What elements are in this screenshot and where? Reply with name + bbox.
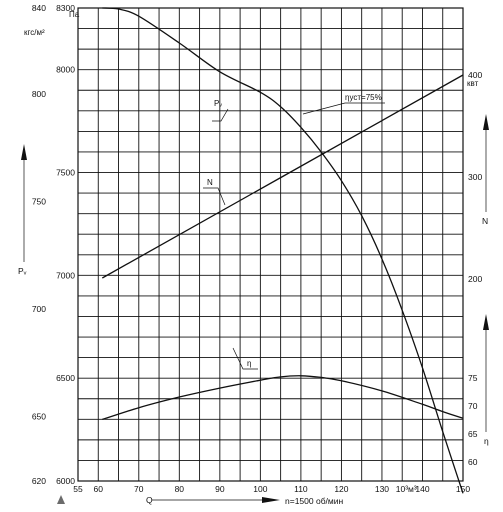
- x-tick-label: 120: [334, 484, 348, 494]
- pa-tick-label: 6000: [56, 476, 75, 486]
- kgf-tick-label: 750: [32, 197, 46, 207]
- eta-curve: [102, 375, 464, 421]
- x-tick-label: 10³м³: [396, 484, 417, 494]
- n-axis-label: N: [482, 216, 488, 226]
- x-tick-label: 60: [94, 484, 104, 494]
- x-tick-label: 80: [175, 484, 185, 494]
- pv-callout-leader: [212, 108, 229, 122]
- n-curve: [101, 74, 464, 279]
- kgf-unit-label: кгс/м²: [24, 28, 45, 37]
- speed-caption: n=1500 об/мин: [285, 496, 344, 506]
- axis-labels: Па кгс/м² квт Pᵥ N η Q n=1500 об/мин: [18, 10, 489, 506]
- n-axis-arrowhead: [483, 114, 489, 130]
- eta-opt-callout-leader: [302, 102, 385, 115]
- n-unit-label: квт: [467, 79, 479, 88]
- eta-callout: η: [247, 359, 251, 368]
- x-tick-label: 110: [294, 484, 308, 494]
- eta-axis-label: η: [484, 436, 489, 446]
- eta-axis-arrowhead: [483, 314, 489, 330]
- x-tick-label: 70: [134, 484, 144, 494]
- pa-tick-label: 7500: [56, 168, 75, 178]
- n-callout: N: [207, 178, 213, 187]
- x-tick-label: 150: [456, 484, 470, 494]
- kgf-tick-label: 700: [32, 304, 46, 314]
- pa-tick-label: 6500: [56, 373, 75, 383]
- triangle-icon: [57, 495, 65, 504]
- n-callout-leader: [203, 187, 226, 206]
- pv-curve: [102, 7, 464, 494]
- x-tick-label: 90: [215, 484, 225, 494]
- kgf-tick-label: 800: [32, 89, 46, 99]
- eta-callout-leader: [232, 347, 258, 370]
- n-tick-label: 200: [468, 274, 482, 284]
- pv-axis-arrowhead: [21, 144, 27, 160]
- q-axis-arrowhead: [262, 497, 280, 503]
- right-axis-eta-ticks: 75 70 65 60: [468, 373, 478, 467]
- n-tick-label: 300: [468, 172, 482, 182]
- pv-axis-label: Pᵥ: [18, 266, 27, 276]
- q-axis-label: Q: [146, 495, 153, 505]
- chart-grid: [77, 7, 464, 482]
- pa-tick-label: 7000: [56, 270, 75, 280]
- pa-unit-label: Па: [69, 10, 80, 19]
- pa-tick-label: 8300: [56, 3, 75, 13]
- x-tick-label: 140: [415, 484, 429, 494]
- x-tick-label: 55: [73, 484, 83, 494]
- eta-tick-label: 70: [468, 401, 478, 411]
- x-tick-label: 100: [253, 484, 267, 494]
- left-axis-kgf-ticks: 840 800 750 700 650 620: [32, 3, 46, 486]
- eta-tick-label: 65: [468, 429, 478, 439]
- eta-tick-label: 75: [468, 373, 478, 383]
- chart-curves: [101, 7, 464, 494]
- left-axis-pa-ticks: 8300 8000 7500 7000 6500 6000: [56, 3, 75, 486]
- eta-tick-label: 60: [468, 457, 478, 467]
- kgf-tick-label: 840: [32, 3, 46, 13]
- right-axis-n-ticks: 400 300 200: [468, 70, 482, 284]
- pv-callout: Pᵥ: [214, 99, 222, 108]
- curve-callouts: Pᵥ ηуст=75% N η: [203, 93, 385, 370]
- pa-tick-label: 8000: [56, 65, 75, 75]
- plot-frame: [77, 7, 464, 482]
- kgf-tick-label: 620: [32, 476, 46, 486]
- x-tick-label: 130: [375, 484, 389, 494]
- kgf-tick-label: 650: [32, 412, 46, 422]
- n-tick-label: 400: [468, 70, 482, 80]
- eta-opt-callout: ηуст=75%: [345, 93, 382, 102]
